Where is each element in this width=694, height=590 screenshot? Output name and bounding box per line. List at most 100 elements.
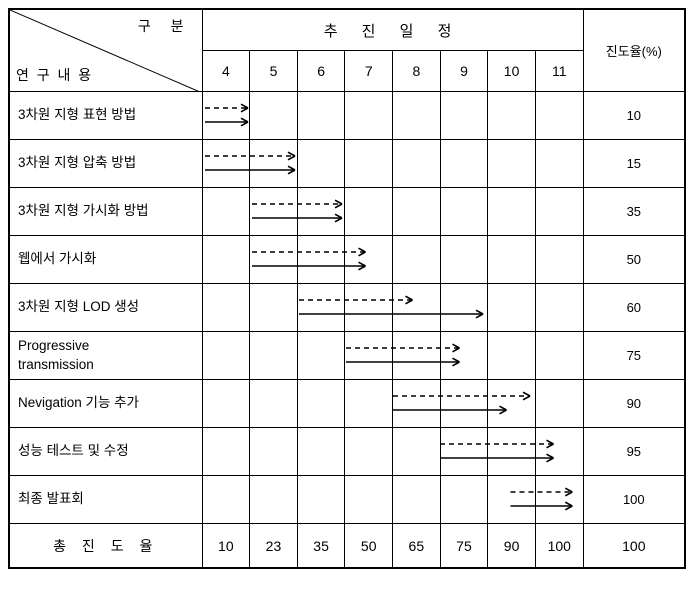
gantt-cell xyxy=(297,380,345,428)
progress-value: 90 xyxy=(583,380,684,428)
gantt-cell xyxy=(250,140,298,188)
month-header: 5 xyxy=(250,51,298,92)
gantt-cell xyxy=(297,140,345,188)
gantt-cell xyxy=(488,428,536,476)
month-header: 6 xyxy=(297,51,345,92)
gantt-cell xyxy=(345,188,393,236)
gantt-cell xyxy=(393,188,441,236)
gantt-cell xyxy=(440,92,488,140)
gantt-cell xyxy=(440,188,488,236)
gantt-cell xyxy=(488,236,536,284)
gantt-cell xyxy=(297,476,345,524)
row-label: 최종 발표회 xyxy=(10,476,203,524)
gantt-cell xyxy=(440,140,488,188)
gantt-cell xyxy=(488,140,536,188)
month-header: 9 xyxy=(440,51,488,92)
gantt-cell xyxy=(202,476,250,524)
gantt-cell xyxy=(535,332,583,380)
gantt-cell xyxy=(297,428,345,476)
gantt-cell xyxy=(393,140,441,188)
month-header: 7 xyxy=(345,51,393,92)
gantt-cell xyxy=(202,428,250,476)
progress-value: 50 xyxy=(583,236,684,284)
gantt-cell xyxy=(250,188,298,236)
month-header: 4 xyxy=(202,51,250,92)
gantt-cell xyxy=(393,284,441,332)
gantt-cell xyxy=(535,92,583,140)
row-label: 웹에서 가시화 xyxy=(10,236,203,284)
gantt-cell xyxy=(345,140,393,188)
totals-value: 75 xyxy=(440,524,488,568)
progress-value: 10 xyxy=(583,92,684,140)
gantt-cell xyxy=(297,92,345,140)
gantt-cell xyxy=(440,236,488,284)
gantt-cell xyxy=(535,428,583,476)
progress-value: 60 xyxy=(583,284,684,332)
gantt-cell xyxy=(202,380,250,428)
gantt-cell xyxy=(535,236,583,284)
gantt-cell xyxy=(202,92,250,140)
row-label: 3차원 지형 압축 방법 xyxy=(10,140,203,188)
corner-header: 구 분 연 구 내 용 xyxy=(10,10,203,92)
gantt-cell xyxy=(488,476,536,524)
month-header: 11 xyxy=(535,51,583,92)
totals-final: 100 xyxy=(583,524,684,568)
progress-value: 75 xyxy=(583,332,684,380)
gantt-cell xyxy=(488,188,536,236)
month-header: 8 xyxy=(393,51,441,92)
gantt-cell xyxy=(488,284,536,332)
progress-value: 35 xyxy=(583,188,684,236)
gantt-cell xyxy=(488,332,536,380)
gantt-cell xyxy=(393,236,441,284)
row-label: Progressivetransmission xyxy=(10,332,203,380)
gantt-cell xyxy=(393,380,441,428)
row-label: 3차원 지형 LOD 생성 xyxy=(10,284,203,332)
gantt-cell xyxy=(393,428,441,476)
gantt-cell xyxy=(345,92,393,140)
totals-value: 100 xyxy=(535,524,583,568)
gantt-cell xyxy=(440,428,488,476)
progress-header: 진도율(%) xyxy=(583,10,684,92)
gantt-cell xyxy=(297,236,345,284)
gantt-cell xyxy=(535,380,583,428)
gantt-cell xyxy=(440,284,488,332)
progress-value: 15 xyxy=(583,140,684,188)
totals-value: 35 xyxy=(297,524,345,568)
row-label: 3차원 지형 표현 방법 xyxy=(10,92,203,140)
gantt-cell xyxy=(297,284,345,332)
gantt-cell xyxy=(297,188,345,236)
totals-label: 총 진 도 율 xyxy=(10,524,203,568)
totals-value: 90 xyxy=(488,524,536,568)
totals-value: 65 xyxy=(393,524,441,568)
gantt-cell xyxy=(345,428,393,476)
gantt-cell xyxy=(345,284,393,332)
schedule-header: 추 진 일 정 xyxy=(202,10,583,51)
gantt-cell xyxy=(345,332,393,380)
row-label: 3차원 지형 가시화 방법 xyxy=(10,188,203,236)
gantt-cell xyxy=(488,92,536,140)
gantt-cell xyxy=(535,284,583,332)
gantt-cell xyxy=(250,428,298,476)
gantt-cell xyxy=(250,284,298,332)
gantt-cell xyxy=(202,284,250,332)
totals-value: 50 xyxy=(345,524,393,568)
gantt-cell xyxy=(202,188,250,236)
gantt-cell xyxy=(345,476,393,524)
gantt-cell xyxy=(250,332,298,380)
corner-top-label: 구 분 xyxy=(138,16,192,36)
totals-value: 23 xyxy=(250,524,298,568)
gantt-cell xyxy=(440,332,488,380)
gantt-cell xyxy=(202,236,250,284)
totals-value: 10 xyxy=(202,524,250,568)
gantt-cell xyxy=(535,140,583,188)
progress-value: 95 xyxy=(583,428,684,476)
gantt-cell xyxy=(345,236,393,284)
progress-value: 100 xyxy=(583,476,684,524)
gantt-cell xyxy=(202,140,250,188)
month-header: 10 xyxy=(488,51,536,92)
gantt-cell xyxy=(535,188,583,236)
gantt-cell xyxy=(535,476,583,524)
gantt-cell xyxy=(440,476,488,524)
gantt-cell xyxy=(393,332,441,380)
gantt-cell xyxy=(393,476,441,524)
